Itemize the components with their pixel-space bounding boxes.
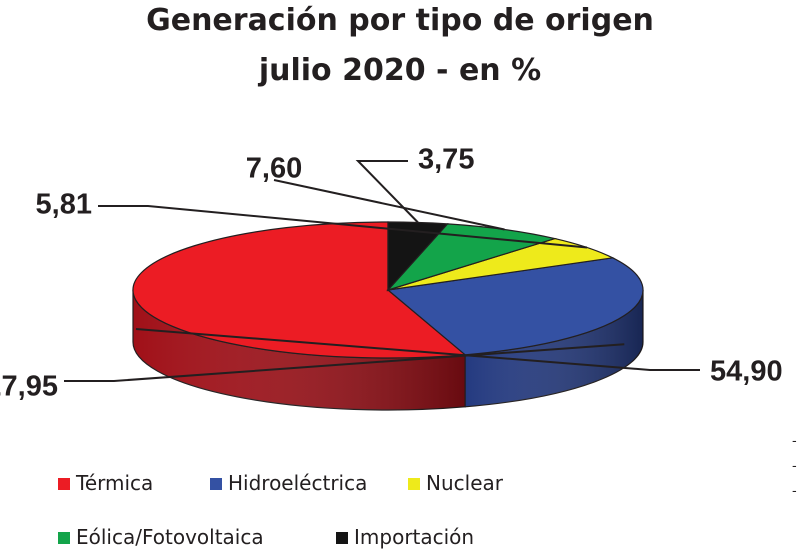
legend-label-eolica-fotovoltaica: Eólica/Fotovoltaica — [76, 525, 264, 549]
side-mark: - — [792, 459, 797, 474]
leader-line-nuclear — [98, 205, 588, 249]
legend-label-nuclear: Nuclear — [426, 471, 504, 495]
slice-termica — [132, 221, 467, 359]
chart-subtitle: julio 2020 - en % — [258, 53, 541, 88]
data-label-eolica-fotovoltaica: 7,60 — [246, 153, 302, 185]
data-label-nuclear: 5,81 — [36, 189, 92, 221]
chart-title: Generación por tipo de origen — [146, 3, 654, 38]
legend-swatch-nuclear — [408, 478, 420, 490]
legend-swatch-termica — [58, 478, 70, 490]
data-label-importacion: 3,75 — [418, 144, 474, 176]
leader-lines — [64, 160, 700, 382]
leader-line-eolica-fotovoltaica — [273, 179, 505, 231]
data-label-hidroelectrica: 27,95 — [0, 371, 58, 403]
side-mark: - — [792, 434, 797, 449]
leader-line-importacion — [355, 160, 419, 224]
slice-hidroelectrica — [386, 257, 644, 356]
leader-line-termica — [135, 328, 700, 371]
legend-label-importacion: Importación — [354, 525, 474, 549]
leader-line-hidroelectrica — [64, 343, 625, 382]
legend-swatch-hidroelectrica — [210, 478, 222, 490]
data-label-termica: 54,90 — [710, 356, 783, 388]
legend-label-hidroelectrica: Hidroeléctrica — [228, 471, 367, 495]
legend: Térmica Hidroeléctrica Nuclear Eólica/Fotov… — [58, 471, 504, 549]
legend-swatch-importacion — [336, 532, 348, 544]
data-labels: 54,90 27,95 5,81 7,60 3,75 — [0, 144, 783, 403]
slice-side-shade-termica — [133, 290, 466, 410]
side-mark: - — [792, 484, 797, 499]
legend-swatch-eolica-fotovoltaica — [58, 532, 70, 544]
legend-label-termica: Térmica — [75, 471, 153, 495]
pie-slices — [132, 221, 644, 359]
